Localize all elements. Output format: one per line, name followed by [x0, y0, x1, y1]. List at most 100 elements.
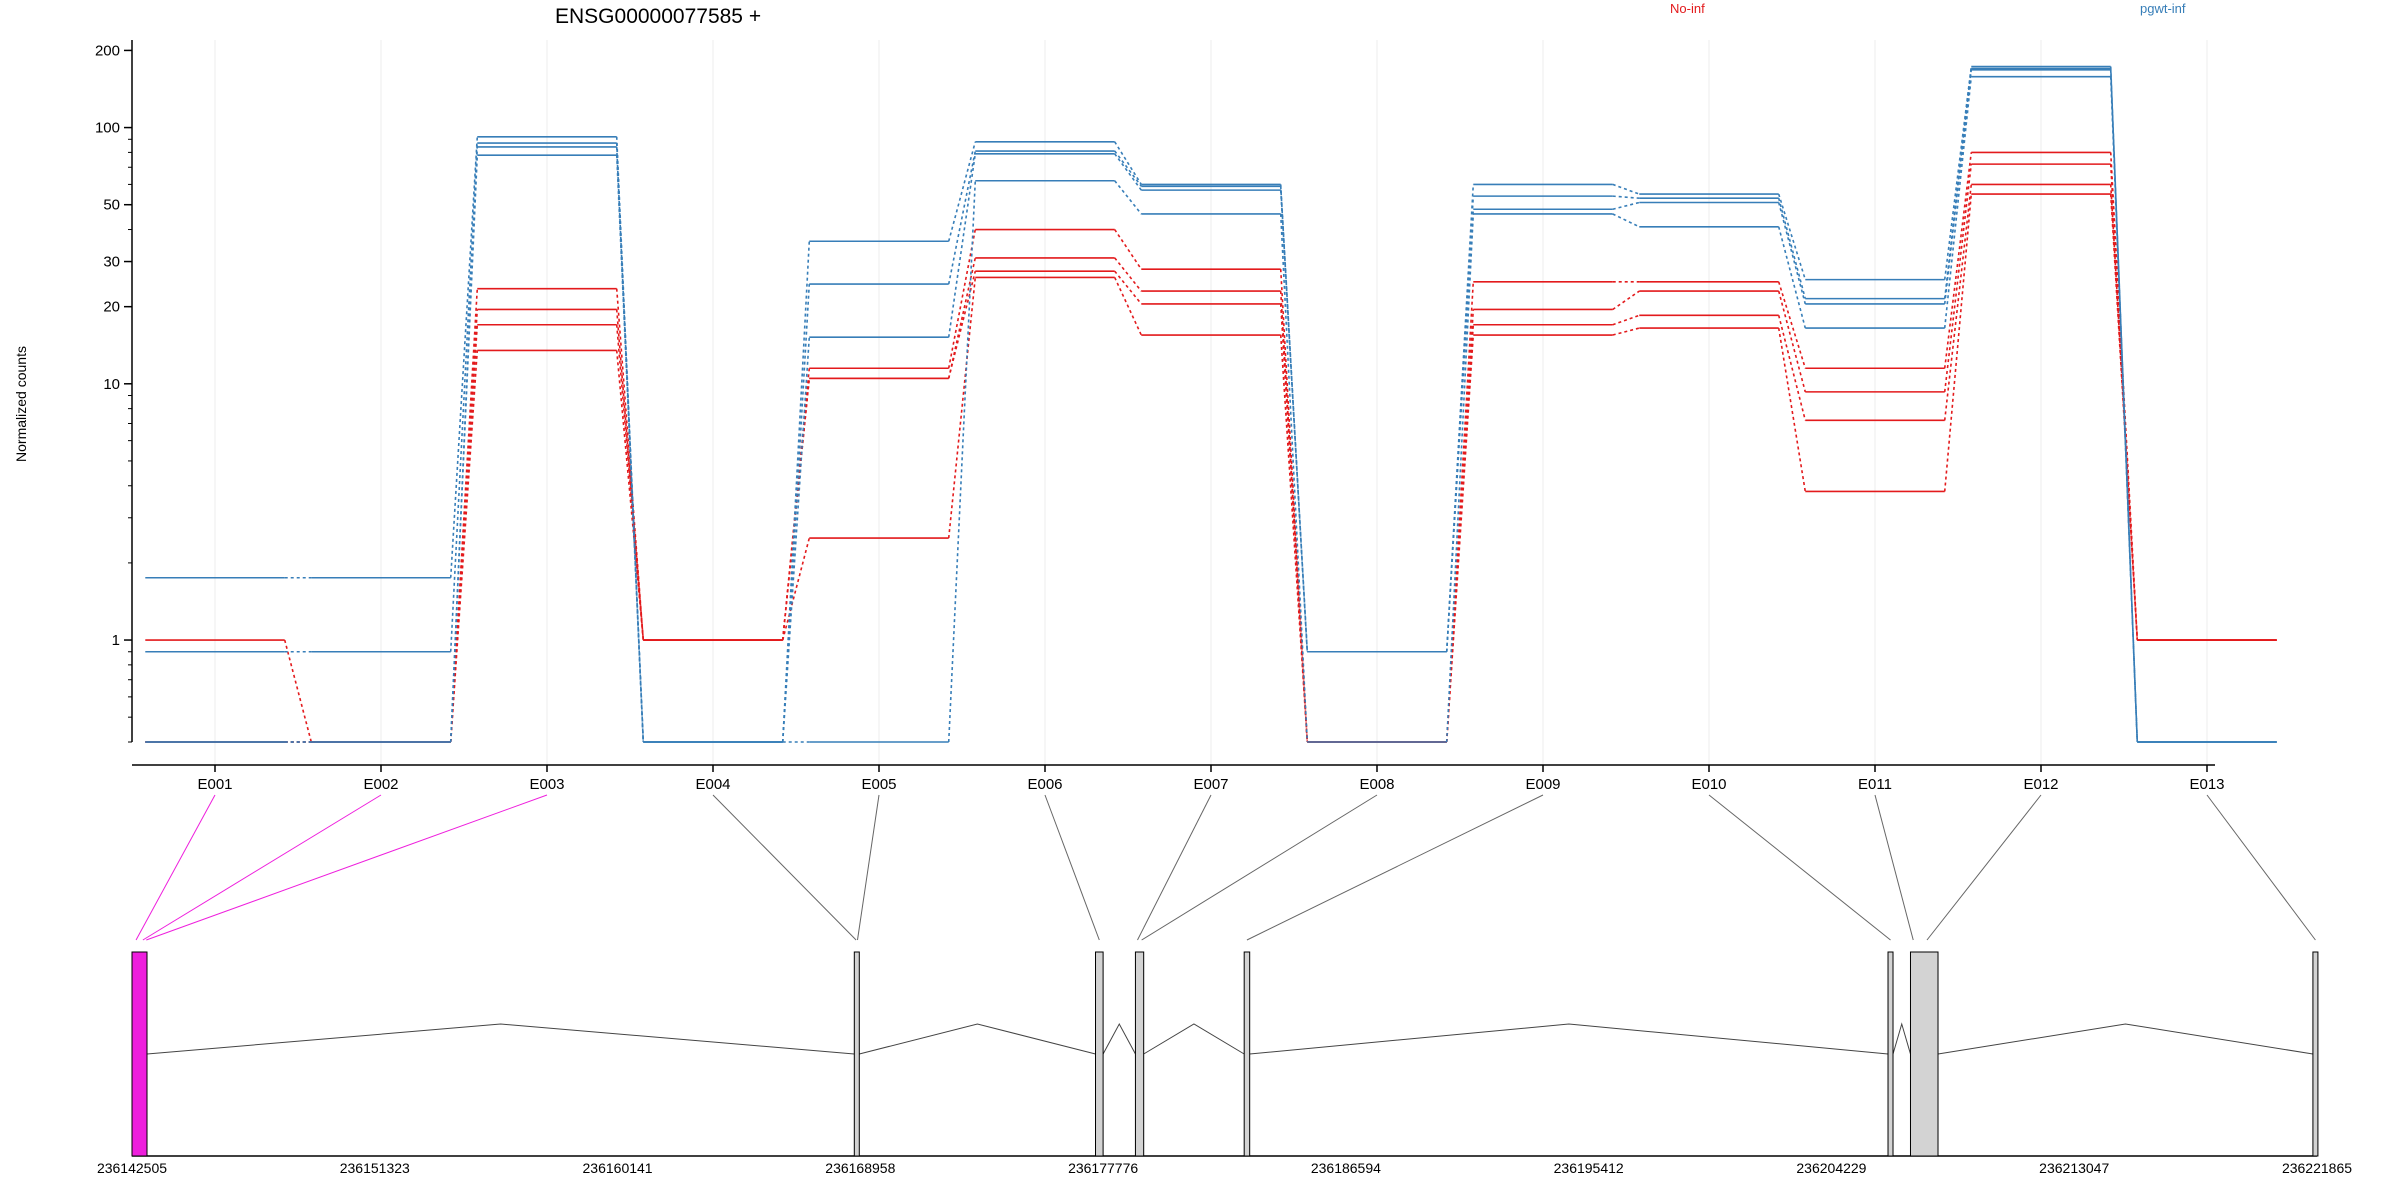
- data-connector: [1777, 281, 1807, 369]
- data-connector: [1777, 198, 1807, 299]
- data-connector: [449, 155, 479, 743]
- data-connector: [1777, 226, 1807, 329]
- coordinate-label: 236151323: [340, 1160, 410, 1176]
- mapping-line-e001: [135, 794, 216, 941]
- coordinate-label: 236142505: [97, 1160, 167, 1176]
- x-tick-label-e001: E001: [197, 776, 232, 793]
- intron-line: [1102, 1022, 1136, 1055]
- data-connector: [449, 288, 479, 743]
- coordinate-label: 236204229: [1796, 1160, 1866, 1176]
- data-connector: [1114, 141, 1142, 185]
- data-connector: [1612, 314, 1640, 326]
- data-connector: [1943, 194, 1973, 492]
- data-connector: [781, 537, 811, 641]
- x-tick-label-e007: E007: [1193, 776, 1228, 793]
- y-tick-label: 100: [95, 120, 120, 137]
- data-connector: [1114, 229, 1142, 270]
- x-tick-label-e003: E003: [529, 776, 564, 793]
- data-connector: [1612, 327, 1640, 336]
- coordinate-label: 236221865: [2282, 1160, 2352, 1176]
- data-connector: [947, 180, 977, 743]
- data-connector: [1777, 193, 1807, 280]
- intron-line: [1249, 1023, 1889, 1055]
- exon-block: [853, 951, 860, 1157]
- x-tick-label-e002: E002: [363, 776, 398, 793]
- data-connector: [1612, 201, 1640, 211]
- axes: 200 100 50 30 20 10 1 E001 E002 E003 E004 E005 E006 E…: [95, 40, 2225, 793]
- x-tick-label-e013: E013: [2189, 776, 2224, 793]
- x-tick-label-e010: E010: [1691, 776, 1726, 793]
- data-connector: [1114, 153, 1142, 191]
- legend-label-no-inf: No-inf: [1670, 1, 1705, 16]
- data-connector: [1612, 195, 1640, 200]
- data-connector: [1114, 270, 1142, 305]
- data-connector: [1445, 209, 1475, 652]
- data-connector: [781, 378, 811, 641]
- x-tick-label-e006: E006: [1027, 776, 1062, 793]
- data-connector: [947, 150, 977, 285]
- data-connector: [1943, 184, 1973, 421]
- coordinate-label: 236160141: [583, 1160, 653, 1176]
- data-connector: [1279, 190, 1309, 652]
- data-connector: [2109, 68, 2139, 743]
- exon-mapping-lines: [135, 794, 2316, 941]
- mapping-line-e005: [856, 794, 880, 941]
- x-tick-label-e012: E012: [2023, 776, 2058, 793]
- data-connector: [1279, 303, 1309, 743]
- mapping-line-e011: [1874, 794, 1914, 941]
- gene-model: 236142505 236151323 236160141 236168958 2361…: [97, 951, 2352, 1176]
- mapping-line-e010: [1708, 794, 1891, 941]
- data-connector: [615, 324, 645, 641]
- exon-block: [1887, 951, 1894, 1157]
- data-connector: [449, 136, 479, 578]
- data-connector: [1612, 183, 1640, 195]
- series-lines: [145, 65, 2277, 743]
- data-connector: [1777, 202, 1807, 305]
- grid-lines: [214, 40, 2208, 765]
- data-connector: [1612, 290, 1640, 311]
- mapping-line-e012: [1926, 794, 2042, 941]
- mapping-line-e004: [712, 794, 857, 941]
- mapping-line-e013: [2206, 794, 2316, 941]
- data-connector: [1612, 213, 1640, 228]
- x-tick-label-e009: E009: [1525, 776, 1560, 793]
- x-tick-label-e004: E004: [695, 776, 730, 793]
- coordinate-label: 236168958: [825, 1160, 895, 1176]
- data-connector: [1445, 334, 1475, 743]
- coordinate-label: 236213047: [2039, 1160, 2109, 1176]
- data-connector: [1445, 281, 1475, 743]
- mapping-line-e006: [1044, 794, 1100, 941]
- intron-line: [146, 1023, 855, 1055]
- data-connector: [2109, 76, 2139, 743]
- data-connector: [1114, 180, 1142, 215]
- y-tick-label: 1: [112, 632, 120, 649]
- exon-block: [1134, 951, 1145, 1157]
- x-tick-label-e005: E005: [861, 776, 896, 793]
- data-connector: [781, 241, 811, 743]
- data-connector: [615, 350, 645, 641]
- x-tick-label-e011: E011: [1858, 776, 1892, 793]
- mapping-line-e007: [1137, 794, 1212, 941]
- mapping-line-e002: [142, 794, 382, 941]
- data-connector: [615, 155, 645, 743]
- exon-block: [1095, 951, 1104, 1157]
- data-connector: [781, 284, 811, 743]
- y-tick-label: 10: [103, 376, 120, 393]
- data-connector: [1445, 213, 1475, 743]
- data-connector: [1114, 150, 1142, 187]
- exon-block: [1243, 951, 1251, 1157]
- data-connector: [1113, 277, 1143, 336]
- series-pgwt-inf-7: [145, 75, 2277, 743]
- intron-line: [1143, 1023, 1245, 1055]
- exon-block: [1909, 951, 1939, 1157]
- coordinate-label: 236177776: [1068, 1160, 1138, 1176]
- y-tick-label: 200: [95, 42, 120, 59]
- mapping-line-e009: [1246, 794, 1544, 941]
- data-connector: [947, 277, 977, 539]
- coordinate-label: 236195412: [1554, 1160, 1624, 1176]
- data-connector: [1777, 315, 1807, 421]
- exon-block: [2312, 951, 2319, 1157]
- data-connector: [1279, 213, 1309, 743]
- intron-line: [1892, 1022, 1911, 1055]
- data-connector: [449, 143, 479, 652]
